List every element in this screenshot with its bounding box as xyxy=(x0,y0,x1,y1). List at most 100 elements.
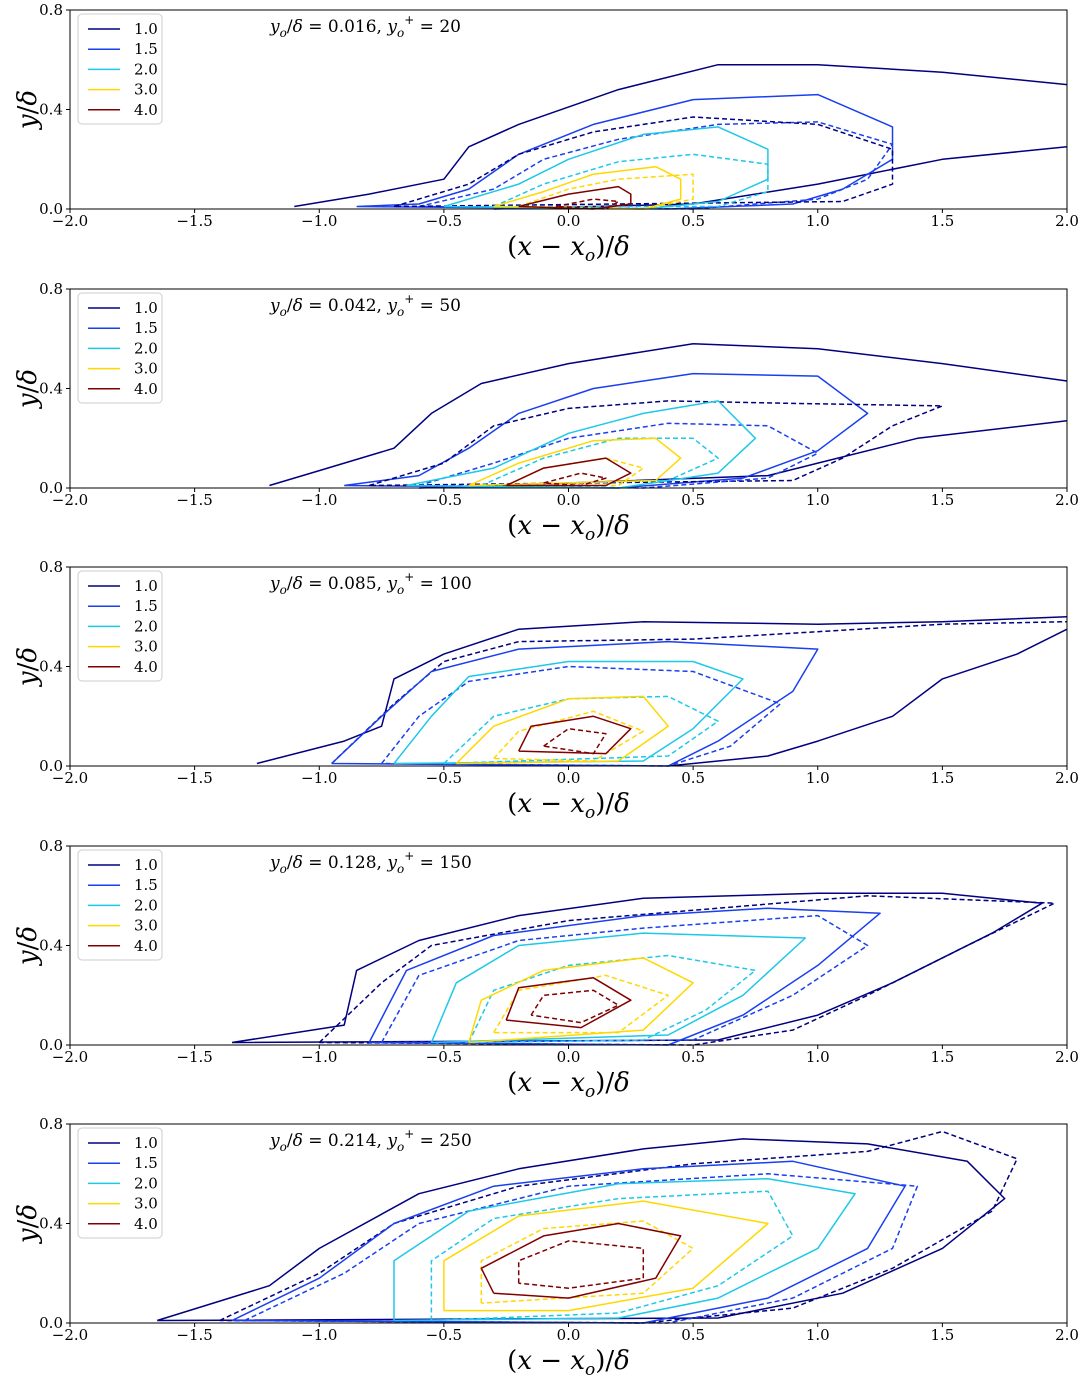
x-tick-label: −0.5 xyxy=(426,1326,462,1344)
y-tick-label: 0.8 xyxy=(39,1,63,19)
legend-label: 3.0 xyxy=(134,638,158,656)
x-tick-label: −1.5 xyxy=(176,769,212,787)
contour-level-1-5-solid xyxy=(368,907,881,1046)
y-tick-label: 0.8 xyxy=(39,837,63,855)
contour-level-3-0-dashed xyxy=(518,173,694,210)
x-tick-label: 0.0 xyxy=(557,769,581,787)
x-tick-label: −2.0 xyxy=(52,1048,88,1066)
y-tick-label: 0.8 xyxy=(39,1115,63,1133)
contour-level-1-5-dashed xyxy=(380,914,869,1044)
x-tick-label: −1.0 xyxy=(301,1048,337,1066)
contour-lines xyxy=(156,1130,1018,1324)
contour-level-1-5-solid xyxy=(344,372,869,489)
x-tick-label: 1.5 xyxy=(930,212,954,230)
legend-label: 1.5 xyxy=(134,319,158,337)
y-tick-label: 0.4 xyxy=(39,1215,63,1233)
contour-level-3-0-dashed xyxy=(480,1220,694,1304)
legend-label: 1.5 xyxy=(134,597,158,615)
contour-level-4-0-dashed xyxy=(530,989,620,1024)
legend-label: 1.0 xyxy=(134,20,158,38)
x-tick-label: −2.0 xyxy=(52,769,88,787)
contour-level-3-0-solid xyxy=(468,957,694,1044)
annotation-label: yo/δ = 0.128, yo+ = 150 xyxy=(269,849,472,876)
x-tick-label: −1.0 xyxy=(301,1326,337,1344)
x-tick-label: 1.0 xyxy=(806,212,830,230)
y-axis-label: y/δ xyxy=(13,926,43,966)
annotation-label: yo/δ = 0.016, yo+ = 20 xyxy=(269,13,461,40)
chart-panel-2: −2.0 −1.5 −1.0 −0.5 0.0 0.5 1.0 1.5 2.0 0.0 0.4 0.8… xyxy=(13,280,1079,545)
chart-panel-5: −2.0 −1.5 −1.0 −0.5 0.0 0.5 1.0 1.5 2.0 0.0 0.4 0.8… xyxy=(13,1115,1079,1380)
axes-frame xyxy=(69,288,1068,489)
x-tick-label: −1.5 xyxy=(176,1048,212,1066)
contour-level-1-5-solid xyxy=(356,93,894,210)
legend-label: 1.0 xyxy=(134,299,158,317)
contour-level-2-0-solid xyxy=(393,1177,856,1322)
y-axis-label: y/δ xyxy=(13,90,43,130)
contour-level-1-5-solid xyxy=(331,640,819,767)
legend-label: 3.0 xyxy=(134,1195,158,1213)
legend: 1.0 1.5 2.0 3.0 4.0 xyxy=(77,849,163,961)
contour-level-1-0-solid xyxy=(269,342,1068,487)
contour-level-1-0-solid xyxy=(231,892,1043,1044)
x-tick-label: 0.5 xyxy=(681,1048,705,1066)
contour-level-2-0-dashed xyxy=(443,695,719,765)
contour-level-1-5-solid xyxy=(231,1160,906,1324)
x-tick-label: −2.0 xyxy=(52,1326,88,1344)
contour-level-1-0-dashed xyxy=(318,895,1056,1046)
contour-lines xyxy=(231,892,1056,1046)
y-tick-label: 0.4 xyxy=(39,101,63,119)
x-tick-label: 1.5 xyxy=(930,491,954,509)
x-tick-label: −1.0 xyxy=(301,769,337,787)
contour-level-4-0-solid xyxy=(505,977,632,1029)
x-tick-label: 2.0 xyxy=(1055,491,1079,509)
legend-label: 1.5 xyxy=(134,1154,158,1172)
contour-level-1-0-solid xyxy=(294,63,1068,208)
contour-level-2-0-dashed xyxy=(480,437,719,487)
y-tick-label: 0.0 xyxy=(39,1036,63,1054)
y-axis-label: y/δ xyxy=(13,369,43,409)
x-tick-label: 2.0 xyxy=(1055,1326,1079,1344)
contour-level-1-0-dashed xyxy=(368,400,944,487)
x-axis-label: (x − xo)/δ xyxy=(507,1346,630,1380)
x-tick-label: 1.0 xyxy=(806,1326,830,1344)
y-tick-label: 0.0 xyxy=(39,479,63,497)
x-tick-label: −1.0 xyxy=(301,212,337,230)
legend: 1.0 1.5 2.0 3.0 4.0 xyxy=(77,1127,163,1239)
contour-level-4-0-dashed xyxy=(517,1240,645,1289)
contour-level-1-0-dashed xyxy=(393,116,894,208)
contour-level-3-0-solid xyxy=(493,165,682,210)
y-tick-label: 0.4 xyxy=(39,937,63,955)
x-tick-label: −1.5 xyxy=(176,1326,212,1344)
contour-level-1-0-solid xyxy=(668,628,1068,767)
contour-level-3-0-solid xyxy=(443,1200,769,1312)
contour-level-3-0-solid xyxy=(455,695,669,765)
legend-label: 4.0 xyxy=(134,101,158,119)
contour-level-1-5-dashed xyxy=(418,121,894,210)
legend-label: 4.0 xyxy=(134,380,158,398)
legend-label: 1.0 xyxy=(134,856,158,874)
contour-level-4-0-dashed xyxy=(555,198,620,210)
x-tick-label: 1.0 xyxy=(806,769,830,787)
axes-frame xyxy=(69,566,1068,767)
axes-frame xyxy=(69,845,1068,1046)
contour-level-2-0-solid xyxy=(443,126,769,210)
x-tick-label: 0.5 xyxy=(681,769,705,787)
y-axis-label: y/δ xyxy=(13,647,43,687)
contour-level-1-5-dashed xyxy=(381,665,782,767)
y-tick-label: 0.8 xyxy=(39,558,63,576)
x-tick-label: −1.5 xyxy=(176,491,212,509)
contour-lines xyxy=(256,616,1068,767)
y-axis-label: y/δ xyxy=(13,1204,43,1244)
contour-level-4-0-dashed xyxy=(543,472,607,487)
y-tick-label: 0.0 xyxy=(39,200,63,218)
legend-label: 4.0 xyxy=(134,1215,158,1233)
x-axis-label: (x − xo)/δ xyxy=(507,789,630,823)
contour-level-2-0-dashed xyxy=(468,954,757,1044)
legend-label: 1.5 xyxy=(134,40,158,58)
x-tick-label: 0.0 xyxy=(557,212,581,230)
annotation-label: yo/δ = 0.214, yo+ = 250 xyxy=(269,1127,472,1154)
x-tick-label: 0.5 xyxy=(681,212,705,230)
x-tick-label: −0.5 xyxy=(426,491,462,509)
legend: 1.0 1.5 2.0 3.0 4.0 xyxy=(77,570,163,682)
